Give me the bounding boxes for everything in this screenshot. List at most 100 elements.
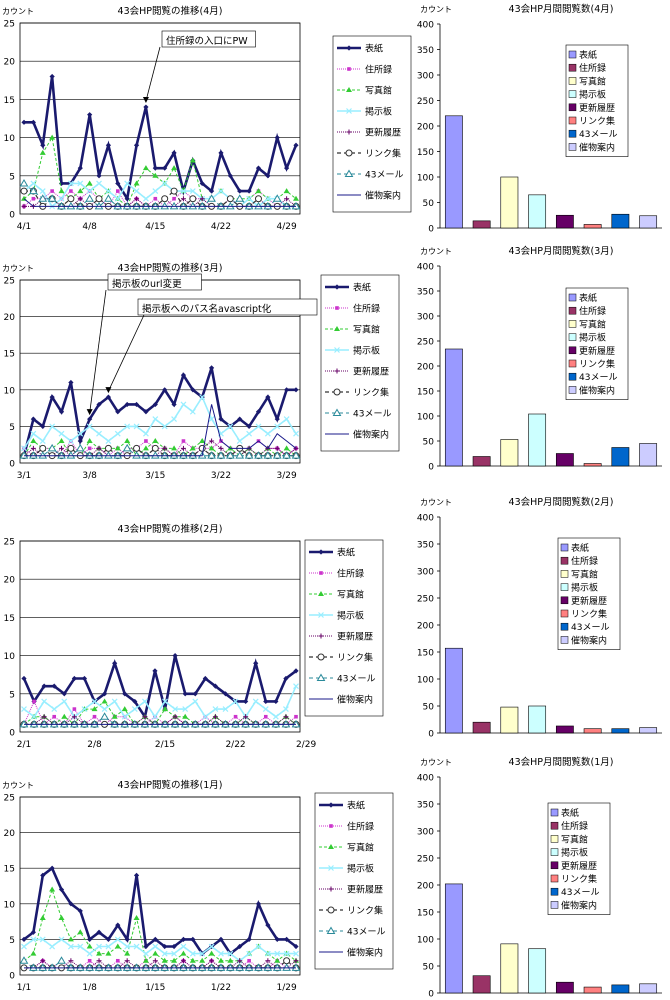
data-point (192, 698, 199, 705)
data-point (58, 936, 65, 943)
legend-label: リンク集 (579, 358, 615, 370)
legend-label: 更新履歴 (337, 631, 373, 643)
data-point (254, 451, 263, 459)
annotation-arrow (89, 289, 107, 414)
bar-催物案内 (639, 727, 658, 734)
data-point (66, 201, 76, 210)
y-tick-label: 0 (9, 211, 15, 221)
data-point (87, 446, 92, 451)
data-point (142, 165, 149, 171)
y-tick-label: 200 (417, 882, 434, 892)
data-point (274, 135, 280, 141)
data-point (284, 196, 290, 202)
data-point (202, 713, 209, 720)
series-line (24, 404, 297, 457)
data-point (77, 165, 83, 171)
data-point (96, 173, 102, 179)
data-point (141, 963, 151, 971)
data-point (180, 719, 190, 728)
data-point (141, 451, 151, 459)
legend-swatch (568, 116, 577, 125)
data-point (236, 438, 243, 444)
data-point (189, 957, 196, 963)
data-point (231, 719, 240, 728)
legend-marker (334, 326, 340, 331)
data-point (77, 180, 84, 187)
legend-label: 写真館 (579, 318, 606, 330)
y-axis-label: カウント (2, 7, 34, 16)
data-point (237, 958, 243, 964)
data-point (254, 963, 263, 971)
data-point (212, 714, 218, 720)
series-表紙 (21, 653, 299, 720)
data-point (49, 423, 56, 430)
data-point (189, 195, 197, 203)
bar-chart-february-svg: 43会HP月間閲覧数(2月) カウント 0 50 100 150 200 250 300 350 4… (417, 496, 662, 740)
legend-swatch (568, 129, 577, 138)
data-point (293, 430, 299, 437)
bar-chart-march: 43会HP月間閲覧数(3月) カウント 0 50 100 150 200 250 300 350 4… (400, 240, 670, 475)
series-掲示板 (21, 936, 299, 964)
annotation-box (107, 273, 202, 291)
data-point (113, 201, 123, 210)
data-point (189, 408, 196, 415)
chart-title: 43会HP閲覧の推移(2月) (118, 523, 223, 535)
y-tick-label: 0 (9, 460, 15, 470)
bar-催物案内 (639, 443, 658, 467)
data-point (141, 201, 151, 210)
annotation-box (137, 298, 318, 316)
data-point (114, 943, 121, 949)
data-point (212, 706, 219, 713)
y-tick-label: 25 (4, 20, 15, 30)
data-point (133, 142, 140, 148)
legend-swatch (568, 306, 577, 315)
data-point (96, 401, 102, 408)
data-point (208, 950, 215, 956)
data-point (161, 950, 168, 957)
data-point (32, 699, 36, 704)
data-point (244, 451, 254, 459)
data-point (133, 188, 140, 195)
data-point (282, 201, 291, 210)
legend-label: 写真館 (579, 75, 606, 87)
x-tick-label: 2/8 (87, 740, 102, 750)
y-tick-label: 300 (417, 828, 434, 838)
data-point (49, 886, 56, 892)
data-point (144, 439, 148, 443)
data-point (49, 394, 55, 400)
series-掲示板 (21, 394, 299, 452)
data-point (264, 950, 271, 957)
bar-chart-april-svg: 43会HP月間閲覧数(4月) カウント 0 50 100 150 200 250 300 350 4… (417, 3, 662, 235)
series-催物案内 (24, 404, 297, 457)
data-point (49, 719, 59, 728)
data-point (19, 956, 29, 964)
legend-marker (318, 549, 324, 555)
data-point (114, 430, 121, 437)
legend-label: 43メール (365, 171, 403, 181)
data-point (181, 439, 186, 443)
data-point (152, 950, 159, 956)
data-point (41, 714, 47, 720)
data-point (49, 134, 56, 140)
data-point (133, 915, 140, 921)
series-表紙 (21, 73, 299, 203)
data-point (247, 958, 251, 963)
legend-label: 更新履歴 (353, 366, 389, 378)
data-point (77, 943, 84, 950)
data-point (188, 963, 198, 971)
data-point (227, 950, 234, 957)
data-point (207, 963, 216, 971)
data-point (172, 653, 178, 659)
data-point (59, 445, 65, 451)
data-point (171, 165, 178, 171)
line-chart-february: 43会HP閲覧の推移(2月) 0 5 10 15 20 25 2/1 2/8 2/15 2/22 2/… (0, 485, 400, 755)
data-point (227, 957, 234, 963)
data-point (293, 958, 299, 964)
legend-swatch (568, 293, 577, 302)
data-point (180, 943, 187, 950)
data-point (209, 438, 215, 444)
data-point (237, 188, 243, 194)
data-point (115, 189, 120, 193)
legend-marker (328, 844, 334, 849)
